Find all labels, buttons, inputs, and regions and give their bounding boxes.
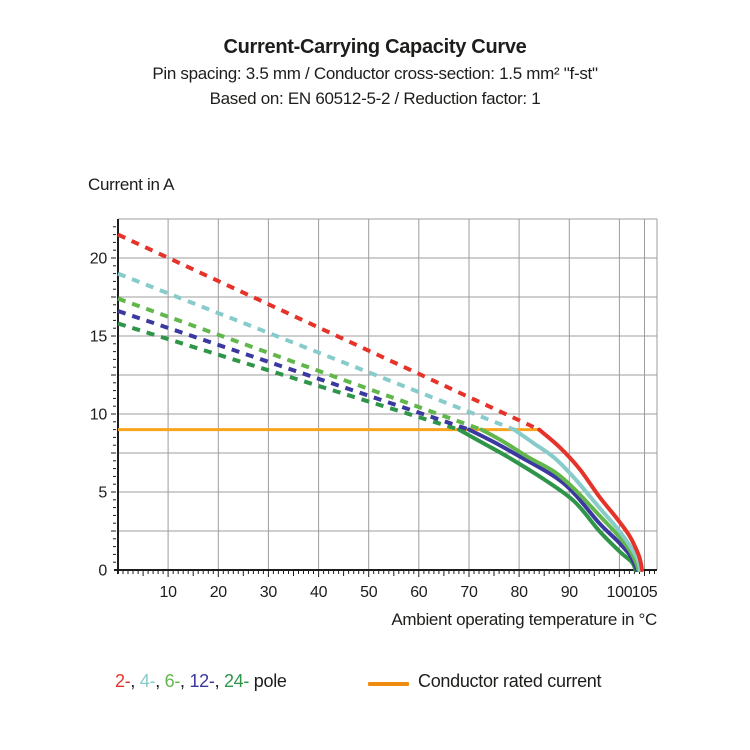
y-tick-label: 0 — [98, 563, 107, 580]
y-tick-label: 20 — [90, 251, 108, 268]
chart-subtitle-1: Pin spacing: 3.5 mm / Conductor cross-se… — [152, 64, 598, 83]
x-tick-label: 105 — [632, 584, 658, 601]
legend-item-2pole: 2- — [115, 671, 131, 691]
pole-count-legend: 2-, 4-, 6-, 12-, 24- pole — [115, 671, 287, 692]
series-12-pole-dashed — [117, 309, 470, 432]
chart-title-block: Current-Carrying Capacity Curve Pin spac… — [0, 34, 750, 111]
series-4-pole-dashed — [117, 271, 515, 432]
gridlines — [118, 218, 658, 570]
x-tick-label: 80 — [510, 584, 528, 601]
x-tick-labels: 10 20 30 40 50 60 70 80 90 100 105 — [159, 584, 658, 601]
legend-separator: , — [180, 671, 190, 691]
legend-separator: , — [130, 671, 140, 691]
y-tick-label: 5 — [98, 485, 107, 502]
series-12-pole-solid — [467, 427, 639, 572]
x-tick-label: 100 — [607, 584, 633, 601]
x-tick-label: 20 — [210, 584, 228, 601]
legend-separator: pole — [249, 671, 287, 691]
y-tick-labels: 0 5 10 15 20 — [90, 251, 108, 580]
series-24-pole-solid — [456, 427, 638, 572]
series-6-pole-dashed — [117, 296, 483, 432]
x-tick-label: 30 — [260, 584, 278, 601]
series-2-pole-dashed — [117, 232, 541, 432]
legend-item-4pole: 4- — [139, 671, 156, 691]
series — [117, 232, 644, 572]
legend-row: 2-, 4-, 6-, 12-, 24- pole Conductor rate… — [0, 671, 750, 699]
x-axis-title: Ambient operating temperature in °C — [391, 610, 657, 629]
chart-subtitle-2: Based on: EN 60512-5-2 / Reduction facto… — [209, 89, 541, 108]
y-axis-title: Current in A — [88, 175, 175, 194]
legend-item-24pole: 24- — [223, 671, 250, 691]
x-tick-label: 60 — [410, 584, 428, 601]
x-tick-label: 40 — [310, 584, 328, 601]
axis-ticks — [111, 226, 655, 577]
legend-separator: , — [214, 671, 224, 691]
rated-current-label: Conductor rated current — [418, 671, 602, 691]
y-tick-label: 15 — [90, 329, 108, 346]
series-6-pole-solid — [479, 427, 641, 572]
series-2-pole-solid — [537, 427, 644, 572]
x-tick-label: 10 — [159, 584, 177, 601]
rated-current-line-swatch — [368, 682, 409, 686]
axes — [114, 219, 657, 574]
x-tick-label: 90 — [561, 584, 579, 601]
x-tick-label: 70 — [460, 584, 478, 601]
series-4-pole-solid — [512, 427, 642, 572]
legend-item-6pole: 6- — [164, 671, 181, 691]
legend-separator: , — [155, 671, 165, 691]
chart-title: Current-Carrying Capacity Curve — [223, 36, 527, 58]
legend-item-12pole: 12- — [189, 671, 215, 691]
x-tick-label: 50 — [360, 584, 378, 601]
y-tick-label: 10 — [90, 407, 108, 424]
